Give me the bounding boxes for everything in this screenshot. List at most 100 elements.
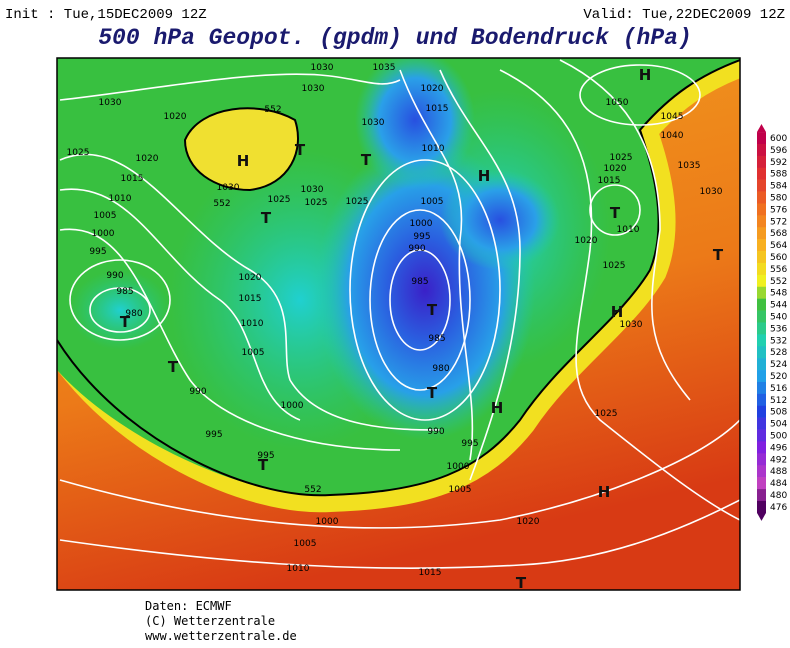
isobar-label: 995	[461, 439, 478, 449]
isobar-label: 1030	[99, 98, 122, 108]
scale-swatch	[757, 191, 766, 204]
isobar-label: 1000	[410, 219, 433, 229]
scale-swatch	[757, 334, 766, 347]
isobar-label: 1005	[449, 485, 472, 495]
isobar-label: 1015	[426, 104, 449, 114]
scale-swatch	[757, 179, 766, 192]
isobar-label: 1025	[67, 148, 90, 158]
isobar-label: 980	[125, 309, 142, 319]
scale-label: 480	[770, 491, 787, 501]
scale-label: 512	[770, 396, 787, 406]
pressure-center: H	[478, 167, 491, 185]
isobar-label: 985	[411, 277, 428, 287]
isobar-label: 1030	[311, 63, 334, 73]
scale-label: 540	[770, 313, 787, 323]
pressure-center: T	[361, 151, 372, 169]
scale-swatch	[757, 441, 766, 454]
isobar-label: 1005	[421, 197, 444, 207]
scale-label: 500	[770, 432, 787, 442]
scale-label: 596	[770, 146, 787, 156]
scale-label: 572	[770, 217, 787, 227]
scale-label: 536	[770, 324, 787, 334]
scale-label: 492	[770, 455, 787, 465]
scale-label: 592	[770, 158, 787, 168]
isobar-label: 1005	[242, 348, 265, 358]
map-frame	[56, 57, 741, 591]
scale-label: 508	[770, 408, 787, 418]
scand-low	[440, 170, 560, 270]
isobar-label: 1020	[517, 517, 540, 527]
isobar-label: 1000	[447, 462, 470, 472]
isobar-label: 1000	[316, 517, 339, 527]
isobar-label: 1020	[421, 84, 444, 94]
scale-swatch	[757, 453, 766, 466]
scale-label: 524	[770, 360, 787, 370]
url: www.wetterzentrale.de	[145, 629, 297, 643]
isobar-label: 995	[257, 451, 274, 461]
isobar-label: 1050	[606, 98, 629, 108]
scale-label: 488	[770, 467, 787, 477]
scale-swatch	[757, 477, 766, 490]
scale-label: 560	[770, 253, 787, 263]
pressure-center: T	[120, 313, 131, 331]
scale-label: 568	[770, 229, 787, 239]
pressure-center: T	[427, 384, 438, 402]
isobar-label: 1020	[239, 273, 262, 283]
pressure-center: H	[611, 303, 624, 321]
isobar-label: 1000	[281, 401, 304, 411]
isobar-label: 1005	[94, 211, 117, 221]
isobar-label: 1030	[700, 187, 723, 197]
yellow-patch	[183, 107, 299, 192]
isobar-label: 1010	[617, 225, 640, 235]
scale-label: 548	[770, 289, 787, 299]
scale-arrow	[757, 124, 766, 133]
contour-552	[57, 59, 740, 497]
isobar-label: 990	[106, 271, 123, 281]
pressure-center: T	[427, 301, 438, 319]
scale-swatch	[757, 143, 766, 157]
map-labels: 1030 1035 1030 1020 552 1030 1020 1015 1030 1010 1…	[67, 63, 724, 592]
scale-swatch	[757, 500, 766, 514]
isobar-label: 1025	[268, 195, 291, 205]
isobar-label: 1010	[109, 194, 132, 204]
scale-label: 532	[770, 336, 787, 346]
source: Daten: ECMWF	[145, 599, 232, 613]
scale-label: 504	[770, 420, 787, 430]
isobar-label: 1020	[604, 164, 627, 174]
isobar-label: 1020	[164, 112, 187, 122]
isobar-label: 1015	[121, 174, 144, 184]
scale-swatch	[757, 215, 766, 228]
scale-swatch	[757, 417, 766, 430]
isobar-label: 1025	[603, 261, 626, 271]
pressure-center: H	[491, 399, 504, 417]
pressure-center: H	[639, 66, 652, 84]
isobar-label: 1045	[661, 112, 684, 122]
scale-swatch	[757, 286, 766, 299]
scale-swatch	[757, 203, 766, 216]
scale-swatch	[757, 155, 766, 169]
map-title: 500 hPa Geopot. (gpdm) und Bodendruck (h…	[98, 25, 692, 51]
isobar-label: 1000	[92, 229, 115, 239]
scale-swatch	[757, 251, 766, 264]
scale-swatch	[757, 393, 766, 407]
isobar-label: 552	[304, 485, 321, 495]
scale-label: 528	[770, 348, 787, 358]
pressure-center: T	[713, 246, 724, 264]
isobar-label: 1025	[595, 409, 618, 419]
isobar-label: 1030	[362, 118, 385, 128]
isobar-label: 1035	[678, 161, 701, 171]
isobar-label: 552	[213, 199, 230, 209]
isobars	[59, 59, 740, 569]
scale-label: 600	[770, 134, 787, 144]
scale-swatch	[757, 262, 766, 276]
isobar-label: 990	[427, 427, 444, 437]
isobar-label: 1020	[575, 236, 598, 246]
scale-label: 484	[770, 479, 787, 489]
isobar-label: 1010	[241, 319, 264, 329]
copyright: (C) Wetterzentrale	[145, 614, 275, 628]
scale-label: 580	[770, 194, 787, 204]
isobar-label: 1005	[294, 539, 317, 549]
scale-swatch	[757, 310, 766, 323]
